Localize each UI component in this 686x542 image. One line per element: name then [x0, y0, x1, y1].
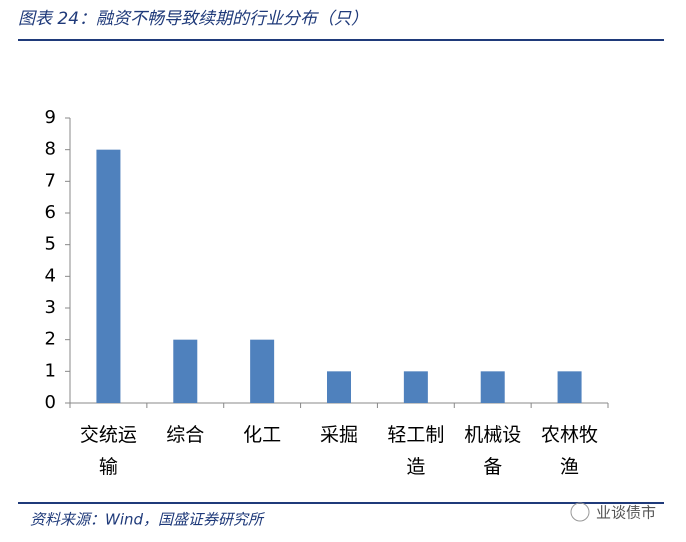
- bar: [403, 371, 428, 403]
- y-tick-label: 9: [45, 107, 56, 128]
- y-tick-label: 8: [45, 139, 56, 160]
- watermark: 业谈债市: [596, 504, 656, 522]
- y-tick-label: 1: [45, 360, 56, 381]
- watermark-icon: [570, 502, 590, 522]
- bar: [250, 339, 275, 403]
- x-tick-label: 交统运输: [79, 424, 137, 478]
- bar: [327, 371, 351, 403]
- x-tick-label: 农林牧渔: [541, 424, 599, 478]
- x-tick-label: 综合: [166, 424, 205, 446]
- chart-title: 图表 24：融资不畅导致续期的行业分布（只）: [18, 9, 368, 29]
- x-tick-label: 机械设备: [464, 424, 522, 478]
- y-tick-label: 0: [45, 392, 56, 413]
- y-tick-label: 4: [45, 265, 56, 286]
- source-note: 资料来源：Wind，国盛证券研究所: [30, 511, 265, 529]
- x-tick-label: 轻工制造: [387, 424, 445, 478]
- bar: [480, 371, 505, 403]
- y-tick-label: 3: [45, 297, 56, 318]
- x-tick-label: 采掘: [319, 424, 358, 446]
- bar: [557, 371, 582, 403]
- x-tick-label: 化工: [243, 424, 282, 446]
- y-tick-label: 6: [45, 202, 56, 223]
- y-tick-label: 2: [45, 329, 56, 350]
- bar: [173, 339, 198, 403]
- bar: [96, 149, 121, 403]
- y-tick-label: 5: [45, 234, 56, 255]
- y-tick-label: 7: [45, 170, 56, 191]
